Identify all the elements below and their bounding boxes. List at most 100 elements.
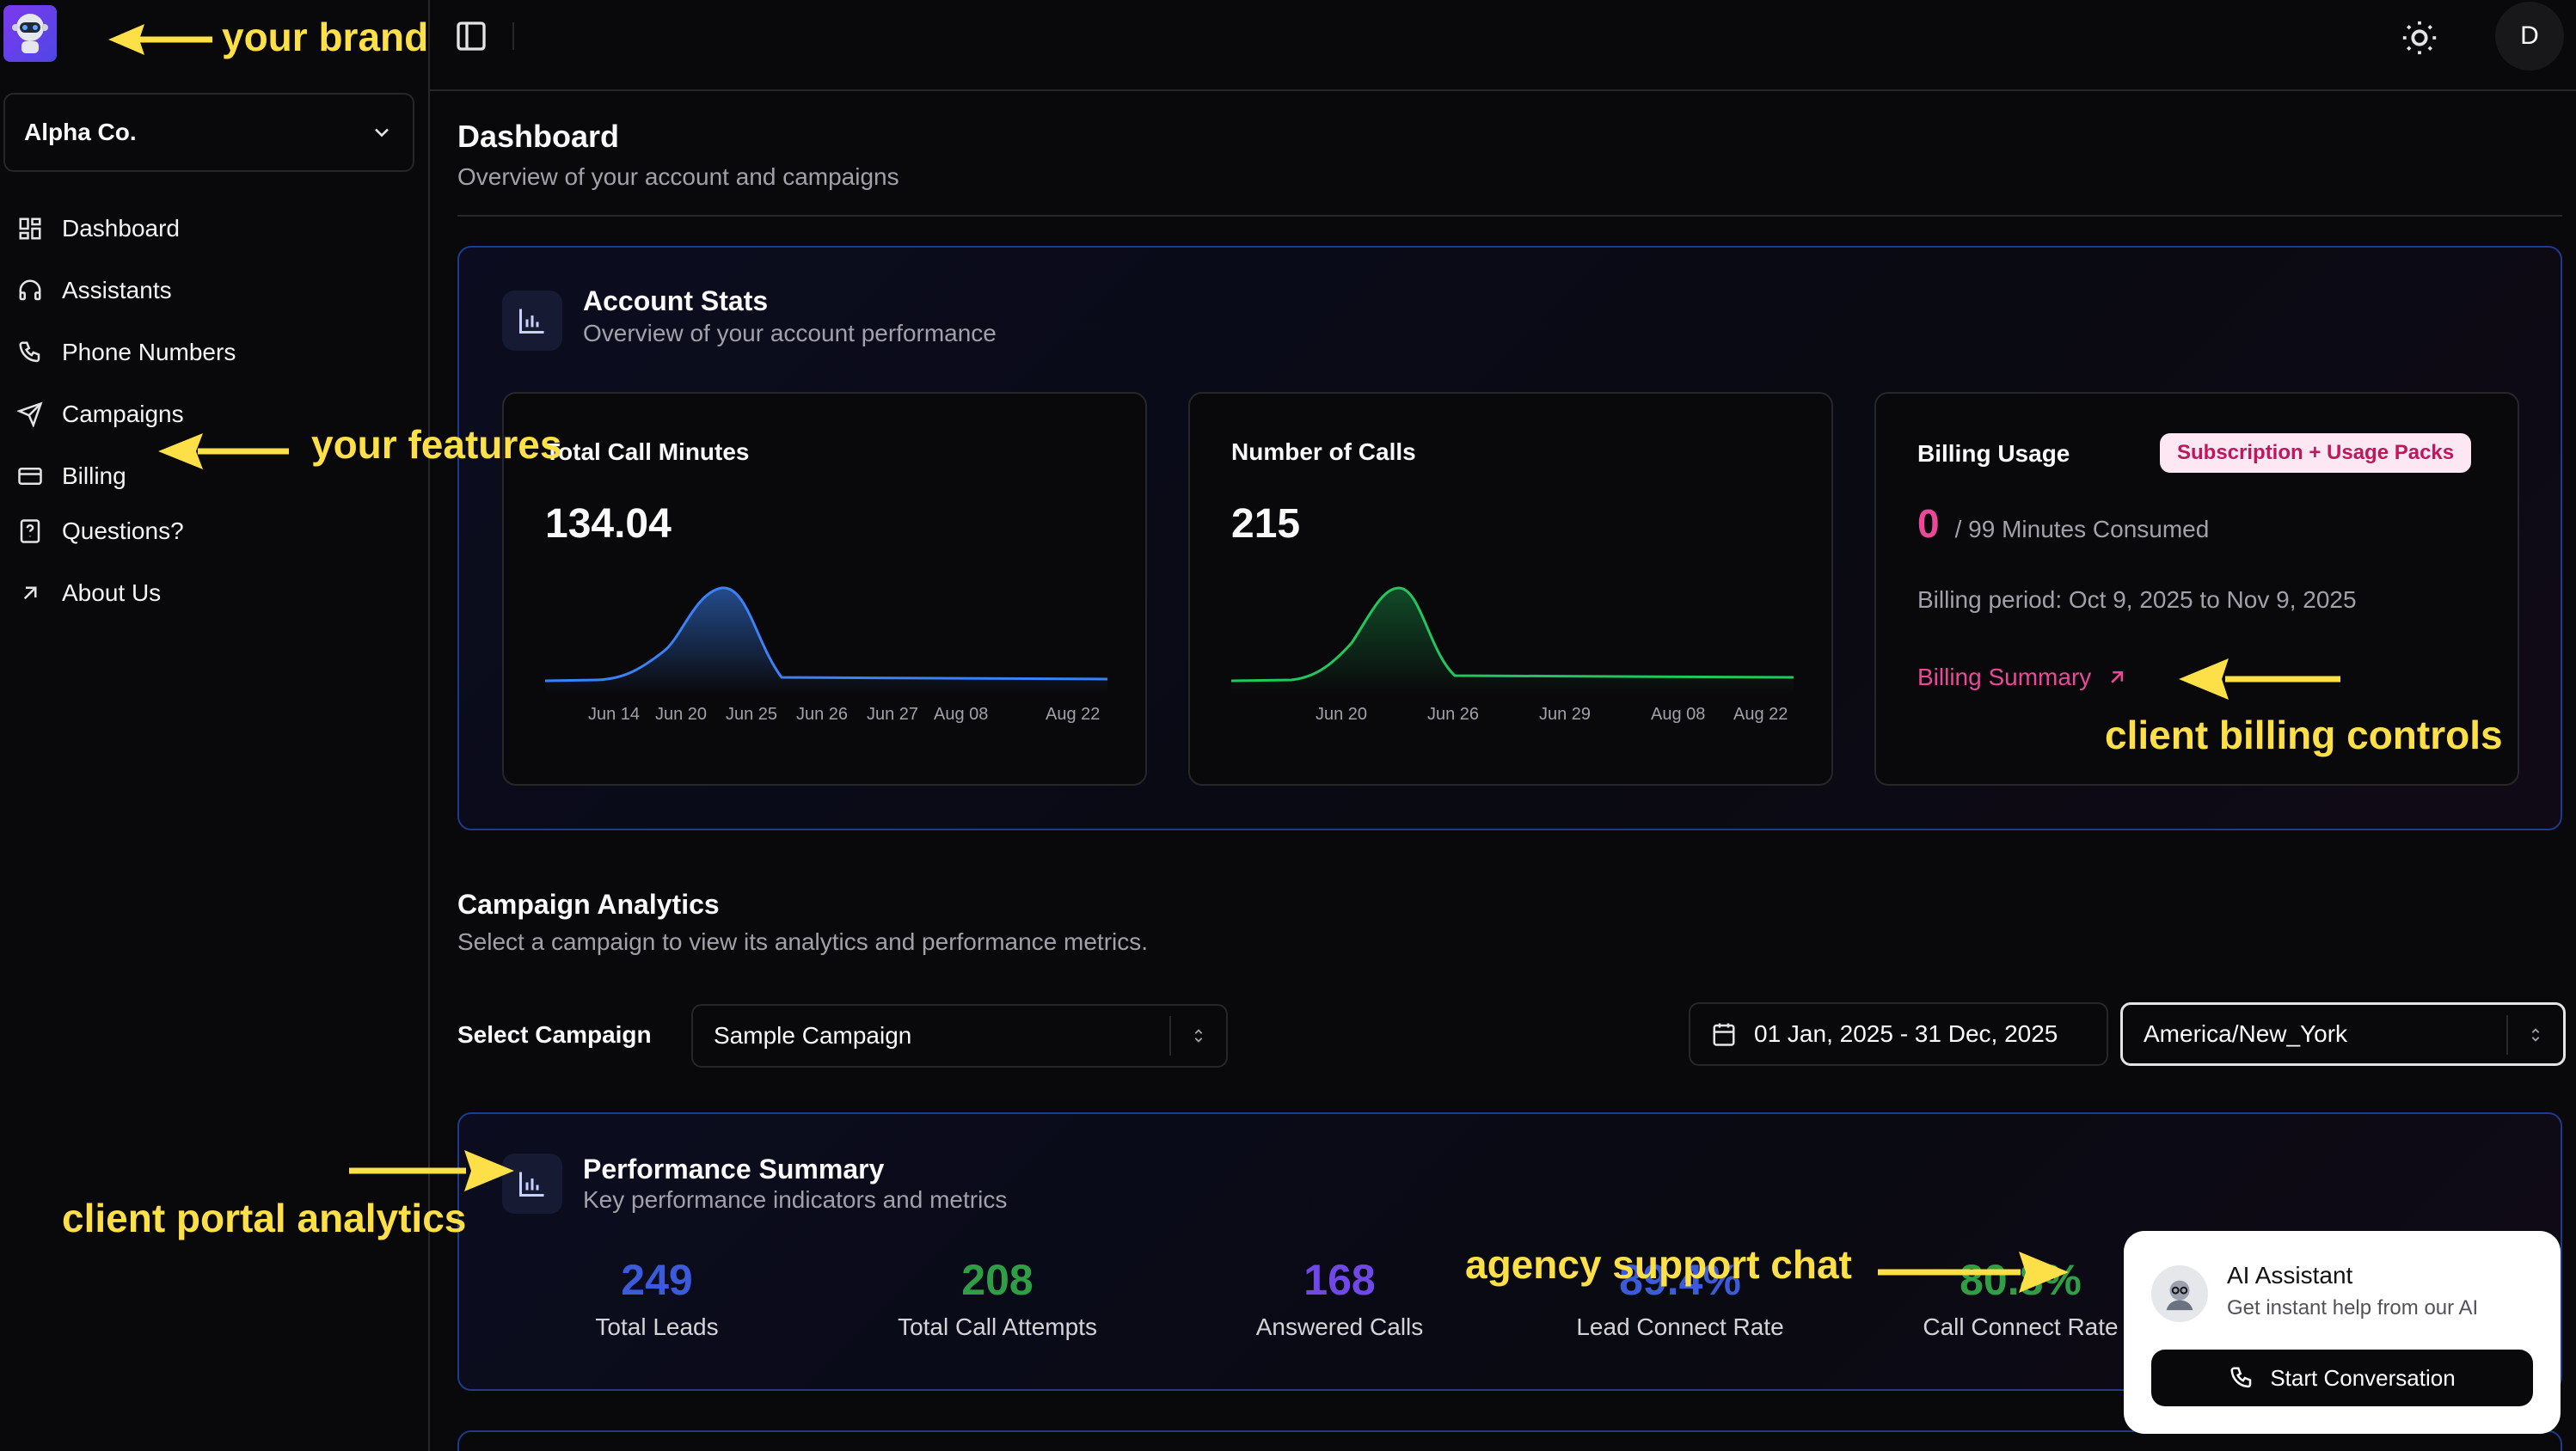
card-value: 134.04 — [545, 501, 672, 547]
organization-name: Alpha Co. — [24, 119, 137, 145]
card-title: Number of Calls — [1231, 438, 1416, 465]
metric-value: 89.4% — [1619, 1256, 1741, 1304]
brand-logo[interactable] — [3, 5, 57, 62]
metric-total-leads: 249 Total Leads — [528, 1255, 786, 1341]
campaign-analytics-subtitle: Select a campaign to view its analytics … — [457, 928, 1149, 955]
page-title: Dashboard — [457, 119, 620, 154]
sidebar-item-label: Billing — [62, 462, 126, 489]
tick-label: Jun 29 — [1539, 705, 1592, 724]
metric-label: Lead Connect Rate — [1576, 1313, 1784, 1340]
arrow-up-right-icon — [2111, 670, 2124, 683]
tick-label: Aug 08 — [934, 705, 989, 724]
user-avatar[interactable]: D — [2495, 2, 2564, 70]
series-area — [1231, 588, 1794, 695]
sidebar-item-phone-numbers[interactable]: Phone Numbers — [17, 327, 236, 378]
help-file-icon — [20, 519, 40, 543]
sidebar-item-billing[interactable]: Billing — [17, 450, 126, 502]
metric-label: Answered Calls — [1255, 1313, 1424, 1340]
start-conversation-label: Start Conversation — [2270, 1364, 2456, 1391]
chevrons-up-down-icon — [1169, 1016, 1226, 1056]
sidebar-item-questions[interactable]: Questions? — [17, 505, 184, 557]
divider — [457, 215, 2562, 217]
headset-icon — [19, 279, 41, 301]
billing-summary-label: Billing Summary — [1917, 664, 2092, 690]
series-area — [545, 587, 1107, 695]
metric-value: 168 — [1303, 1256, 1376, 1304]
annotation-brand: your brand — [222, 15, 429, 59]
sidebar-item-dashboard[interactable]: Dashboard — [17, 203, 180, 254]
start-conversation-button[interactable]: Start Conversation — [2151, 1350, 2533, 1406]
annotation-arrow-icon — [108, 24, 212, 55]
tick-label: Aug 22 — [1046, 705, 1101, 724]
timezone-select[interactable]: America/New_York — [2120, 1002, 2566, 1066]
campaign-select[interactable]: Sample Campaign — [691, 1004, 1228, 1068]
account-stats-subtitle: Overview of your account performance — [583, 320, 997, 346]
chevron-down-icon — [375, 128, 389, 138]
theme-toggle-button[interactable] — [2395, 14, 2444, 62]
tick-label: Aug 08 — [1651, 705, 1706, 724]
date-range-value: 01 Jan, 2025 - 31 Dec, 2025 — [1754, 1020, 2058, 1047]
metric-total-call-attempts: 208 Total Call Attempts — [868, 1255, 1126, 1341]
billing-usage-card: Billing Usage Subscription + Usage Packs… — [1874, 392, 2519, 786]
tick-label: Jun 26 — [1427, 705, 1480, 724]
annotation-features: your features — [311, 422, 562, 467]
subscription-badge: Subscription + Usage Packs — [2160, 433, 2472, 473]
bar-chart-icon — [502, 1154, 562, 1214]
metric-label: Call Connect Rate — [1923, 1313, 2119, 1340]
tick-label: Jun 27 — [867, 705, 919, 724]
sun-icon — [2402, 21, 2437, 55]
topbar: D — [430, 0, 2576, 91]
consumed-suffix: / 99 Minutes Consumed — [1954, 516, 2210, 542]
sidebar-item-label: Dashboard — [62, 215, 180, 242]
annotation-arrow-icon — [349, 1150, 514, 1191]
panel-left-icon — [457, 21, 486, 51]
tick-label: Jun 20 — [655, 705, 708, 724]
number-of-calls-chart — [1231, 586, 1794, 695]
sidebar-item-label: Assistants — [62, 277, 172, 303]
robot-icon — [12, 14, 48, 53]
phone-icon — [2230, 1367, 2252, 1388]
series-line — [1231, 586, 1794, 683]
sidebar-item-assistants[interactable]: Assistants — [17, 265, 172, 316]
annotation-arrow-icon — [1878, 1252, 2069, 1293]
sidebar-item-about-us[interactable]: About Us — [17, 567, 161, 619]
topbar-divider — [512, 22, 514, 50]
chevrons-up-down-icon — [2506, 1015, 2563, 1055]
arrow-up-right-icon — [23, 586, 37, 600]
chat-subtitle: Get instant help from our AI — [2227, 1296, 2479, 1319]
metric-label: Total Leads — [595, 1313, 719, 1340]
sidebar-item-campaigns[interactable]: Campaigns — [17, 389, 184, 440]
sidebar-item-label: Questions? — [62, 517, 184, 544]
calendar-icon — [1713, 1023, 1735, 1046]
tick-label: Aug 22 — [1733, 705, 1788, 724]
performance-summary-title: Performance Summary — [583, 1154, 885, 1185]
grid-icon — [19, 217, 41, 240]
performance-summary-subtitle: Key performance indicators and metrics — [583, 1186, 1008, 1213]
annotation-arrow-icon — [2179, 658, 2340, 700]
sidebar-item-label: About Us — [62, 579, 162, 606]
bar-chart-icon — [502, 291, 562, 351]
annotation-arrow-icon — [158, 433, 289, 469]
account-stats-title: Account Stats — [583, 285, 769, 316]
annotation-support: agency support chat — [1465, 1242, 1852, 1287]
date-range-picker[interactable]: 01 Jan, 2025 - 31 Dec, 2025 — [1689, 1002, 2108, 1066]
number-of-calls-card: Number of Calls 215 Jun 20 Jun 26 Jun 29… — [1188, 392, 1833, 786]
metric-value: 208 — [961, 1256, 1033, 1304]
metric-answered-calls: 168 Answered Calls — [1211, 1255, 1469, 1341]
tick-label: Jun 26 — [796, 705, 849, 724]
sidebar-toggle-button[interactable] — [454, 19, 488, 53]
card-value: 215 — [1231, 501, 1301, 547]
sidebar-item-label: Phone Numbers — [62, 339, 236, 365]
total-call-minutes-card: Total Call Minutes 134.04 Jun 14 Jun 20 … — [502, 392, 1147, 786]
tick-label: Jun 14 — [588, 705, 641, 724]
tick-label: Jun 20 — [1316, 705, 1368, 724]
organization-select[interactable]: Alpha Co. — [3, 93, 414, 172]
page-subtitle: Overview of your account and campaigns — [457, 163, 899, 190]
minutes-consumed: 0 / 99 Minutes Consumed — [1917, 500, 2209, 547]
next-panel — [457, 1430, 2562, 1451]
metric-call-connect-rate: 80.8% Call Connect Rate — [1892, 1255, 2150, 1341]
series-line — [545, 586, 1107, 683]
sidebar-item-label: Campaigns — [62, 401, 184, 427]
billing-summary-link[interactable]: Billing Summary — [1917, 664, 2129, 691]
